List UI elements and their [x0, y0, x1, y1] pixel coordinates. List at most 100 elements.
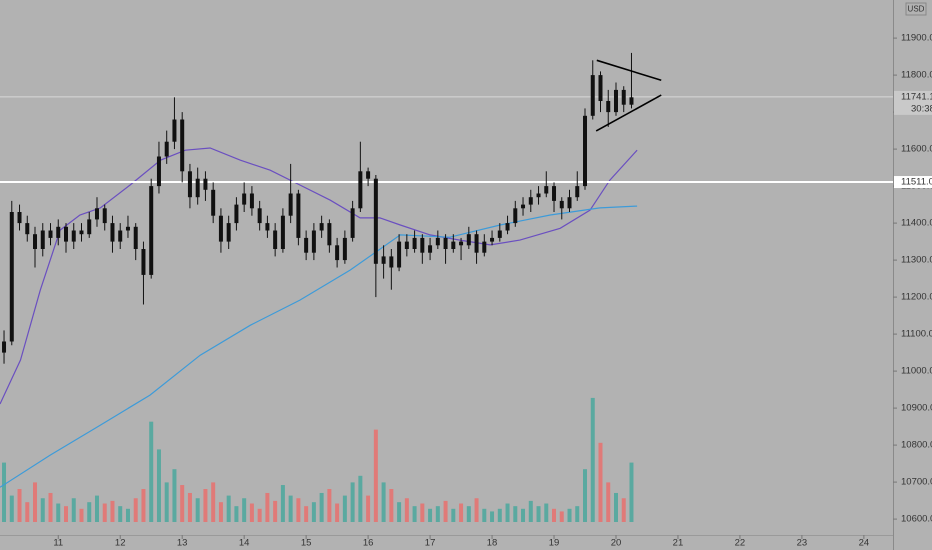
candle-body: [180, 119, 185, 172]
candle-body: [319, 223, 324, 231]
volume-bar: [621, 498, 626, 522]
volume-bar: [79, 508, 84, 522]
volume-bar: [583, 469, 588, 522]
volume-bar: [273, 500, 278, 522]
volume-bar: [350, 482, 355, 522]
candle-body: [311, 230, 316, 253]
volume-bar: [335, 503, 340, 522]
volume-bar: [118, 506, 123, 522]
currency-label: USD: [908, 5, 925, 14]
x-tick-label: 11: [53, 538, 63, 549]
candle-body: [435, 237, 440, 246]
candle-body: [327, 223, 332, 246]
trendline: [595, 94, 662, 132]
candle-body: [94, 208, 99, 220]
volume-bar: [63, 506, 68, 522]
candle-body: [2, 341, 7, 353]
candle-body: [389, 256, 394, 268]
y-tick-label: 11400.00: [901, 218, 932, 229]
volume-bar: [17, 489, 22, 522]
candle-body: [412, 237, 417, 250]
candle-body: [528, 197, 533, 205]
volume-bar: [575, 506, 580, 522]
currency-box: [905, 2, 927, 16]
candle-body: [149, 186, 154, 275]
candle-body: [102, 208, 107, 224]
volume-bar: [521, 508, 526, 522]
volume-bar: [528, 500, 533, 522]
volume-bar: [25, 502, 30, 522]
volume-bar: [187, 492, 192, 522]
x-tick-label: 20: [611, 538, 622, 549]
x-tick-label: 17: [425, 538, 436, 549]
horizontal-line-box: [894, 176, 932, 189]
volume-bar: [327, 489, 332, 522]
x-tick-label: 14: [239, 538, 250, 549]
candle-body: [552, 186, 557, 201]
candle-body: [296, 193, 301, 238]
candle-body: [513, 208, 518, 224]
volume-bar: [141, 489, 146, 522]
volume-bar: [606, 482, 611, 522]
candle-body: [9, 212, 14, 342]
candle-body: [606, 101, 611, 113]
candle-body: [234, 204, 239, 224]
candle-body: [48, 230, 53, 238]
volume-bar: [412, 506, 417, 522]
volume-bar: [257, 508, 262, 522]
volume-bar: [211, 482, 216, 522]
volume-bar: [265, 492, 270, 522]
volume-bar: [242, 498, 247, 522]
candle-body: [466, 234, 471, 246]
candle-body: [242, 193, 247, 205]
x-tick-label: 23: [797, 538, 808, 549]
candle-body: [257, 208, 262, 224]
candle-body: [195, 178, 200, 198]
volume-bar: [513, 506, 518, 522]
volume-bar: [389, 489, 394, 522]
candle-body: [273, 230, 278, 250]
candle-body: [613, 89, 618, 113]
volume-bar: [443, 500, 448, 522]
candle-body: [63, 226, 68, 242]
candle-body: [482, 241, 487, 253]
volume-bar: [397, 502, 402, 522]
candle-body: [141, 249, 146, 275]
candle-body: [156, 156, 161, 187]
volume-bar: [87, 502, 92, 522]
candle-body: [358, 171, 363, 209]
volume-bar: [536, 506, 541, 522]
candle-body: [133, 226, 138, 250]
candle-body: [211, 189, 216, 216]
y-tick-label: 10900.00: [901, 403, 932, 414]
candle-body: [110, 223, 115, 242]
candle-body: [474, 234, 479, 253]
volume-bar: [373, 429, 378, 522]
candle-body: [459, 241, 464, 246]
volume-bar: [102, 503, 107, 522]
volume-bar: [366, 495, 371, 522]
candle-body: [428, 245, 433, 253]
volume-bar: [404, 498, 409, 522]
volume-bar: [125, 508, 130, 522]
y-tick-label: 11600.00: [901, 144, 932, 155]
x-tick-label: 15: [301, 538, 312, 549]
y-tick-label: 10700.00: [901, 477, 932, 488]
volume-bar: [311, 502, 316, 522]
volume-bar: [590, 397, 595, 522]
x-tick-label: 19: [549, 538, 560, 549]
volume-bar: [33, 482, 38, 522]
candle-body: [590, 75, 595, 116]
candle-body: [249, 193, 254, 209]
y-tick-label: 10800.00: [901, 440, 932, 451]
x-tick-label: 21: [673, 538, 684, 549]
volume-bar: [249, 503, 254, 522]
volume-bar: [482, 508, 487, 522]
volume-bar: [133, 498, 138, 522]
volume-bar: [490, 511, 495, 522]
volume-bar: [629, 462, 634, 522]
candle-body: [33, 234, 38, 250]
candle-body: [342, 237, 347, 261]
volume-bar: [435, 506, 440, 522]
